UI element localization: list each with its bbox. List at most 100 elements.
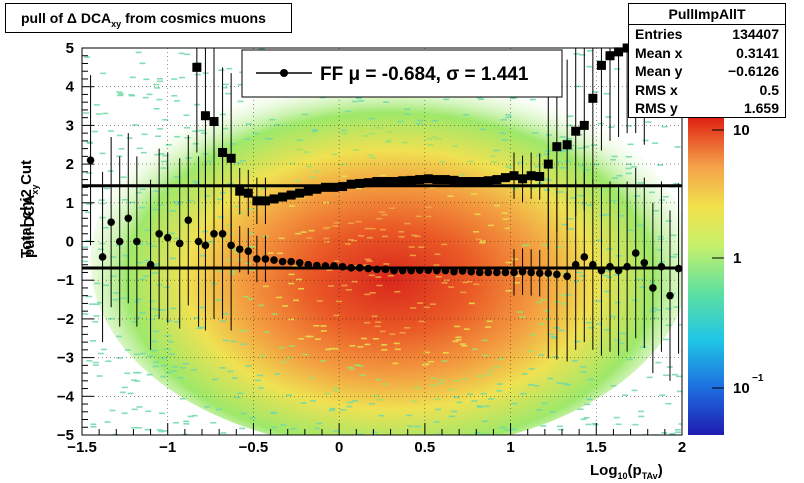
heatmap-cell: [153, 330, 160, 333]
y-tick-label: −5: [57, 427, 74, 444]
data-point-mean: [107, 218, 115, 226]
heatmap-cell: [453, 396, 460, 399]
heatmap-cell: [332, 387, 339, 389]
data-point-sigma: [209, 117, 219, 127]
heatmap-cell: [417, 302, 424, 304]
heatmap-cell: [152, 208, 159, 211]
heatmap-cell: [407, 425, 414, 428]
heatmap-cell: [82, 260, 89, 263]
heatmap-cell: [322, 201, 329, 204]
heatmap-cell: [245, 365, 252, 367]
heatmap-cell: [247, 298, 254, 301]
heatmap-cell: [360, 337, 367, 340]
heatmap-cell: [604, 290, 611, 293]
heatmap-cell: [95, 113, 102, 115]
heatmap-cell: [199, 306, 206, 309]
heatmap-cell: [340, 129, 347, 132]
data-point-mean: [493, 268, 501, 277]
stats-row-rms-y: RMS y 1.659: [629, 99, 785, 118]
heatmap-cell: [418, 320, 425, 323]
data-point-mean: [184, 216, 193, 225]
axes: −1.5 −1 −0.5 0 0.5 1 1.5 2 5 4 3 2 1 0 −1 −2 −3 −4 −5: [57, 40, 686, 456]
data-point-sigma: [320, 182, 330, 192]
data-point-sigma: [596, 60, 606, 70]
heatmap-cell: [538, 354, 545, 356]
heatmap-cell: [463, 328, 470, 330]
data-point-sigma: [509, 171, 519, 181]
stats-label: RMS y: [635, 100, 678, 116]
data-point-mean: [510, 268, 518, 277]
data-point-sigma: [269, 194, 279, 204]
heatmap-cell: [313, 170, 320, 173]
heatmap-cell: [537, 182, 544, 184]
heatmap-cell: [163, 286, 170, 289]
heatmap-cell: [149, 300, 156, 303]
heatmap-cell: [210, 421, 217, 424]
data-point-sigma: [252, 196, 262, 206]
heatmap-cell: [156, 98, 163, 101]
heatmap-cell: [429, 303, 436, 306]
heatmap-cell: [151, 264, 158, 267]
heatmap-cell: [369, 156, 376, 159]
data-point-sigma: [475, 177, 485, 187]
heatmap-cell: [110, 256, 117, 258]
heatmap-cell: [104, 421, 111, 423]
heatmap-cell: [426, 138, 433, 140]
heatmap-cell: [86, 359, 93, 362]
heatmap-cell: [200, 132, 207, 134]
heatmap-cell: [154, 153, 161, 156]
heatmap-cell: [556, 161, 563, 163]
heatmap-cell: [411, 400, 418, 403]
heatmap-cell: [293, 299, 300, 302]
heatmap-cell: [665, 402, 672, 405]
heatmap-cell: [136, 147, 143, 150]
data-point-sigma: [543, 159, 553, 169]
heatmap-cell: [622, 394, 629, 397]
heatmap-cell: [157, 128, 164, 130]
heatmap-cell: [502, 218, 509, 220]
heatmap-cell: [286, 356, 293, 359]
heatmap-cell: [135, 426, 142, 429]
heatmap-cell: [367, 154, 374, 156]
heatmap-cell: [227, 370, 234, 373]
heatmap-cell: [307, 335, 314, 338]
heatmap-cell: [638, 415, 645, 418]
heatmap-cell: [605, 270, 612, 273]
heatmap-cell: [479, 128, 486, 131]
heatmap-cell: [586, 204, 593, 206]
heatmap-cell: [625, 155, 632, 158]
heatmap-cell: [561, 272, 568, 275]
heatmap-cell: [471, 193, 478, 195]
data-points: [86, 43, 683, 381]
heatmap-cell: [98, 248, 105, 251]
heatmap-cell: [223, 83, 230, 86]
heatmap-cell: [511, 402, 518, 405]
heatmap-cell: [434, 253, 441, 256]
heatmap-cell: [112, 298, 119, 301]
heatmap-cell: [555, 246, 562, 248]
data-point-mean: [433, 266, 441, 275]
heatmap-cell: [234, 396, 241, 399]
heatmap-cell: [194, 73, 201, 76]
heatmap-cell: [550, 166, 557, 169]
heatmap-cell: [270, 426, 277, 429]
heatmap-cell: [656, 249, 663, 251]
heatmap-cell: [134, 316, 141, 319]
heatmap-cell: [593, 163, 600, 166]
heatmap-cell: [567, 115, 574, 118]
data-point-mean: [424, 266, 433, 274]
heatmap-cell: [443, 98, 450, 101]
heatmap-cell: [551, 336, 558, 339]
heatmap-cell: [631, 299, 638, 302]
svg-text:Log10(pTAv): Log10(pTAv): [590, 462, 663, 481]
heatmap-cell: [375, 127, 382, 129]
heatmap-cell: [116, 357, 123, 359]
y-axis-title-line2: pull DCAxy: [21, 185, 40, 258]
heatmap-cell: [345, 289, 352, 291]
heatmap-cell: [505, 166, 512, 169]
heatmap-cell: [139, 62, 146, 65]
heatmap-cell: [237, 100, 244, 103]
heatmap-cell: [481, 339, 488, 342]
heatmap-cell: [414, 387, 421, 389]
data-point-sigma: [579, 120, 589, 130]
